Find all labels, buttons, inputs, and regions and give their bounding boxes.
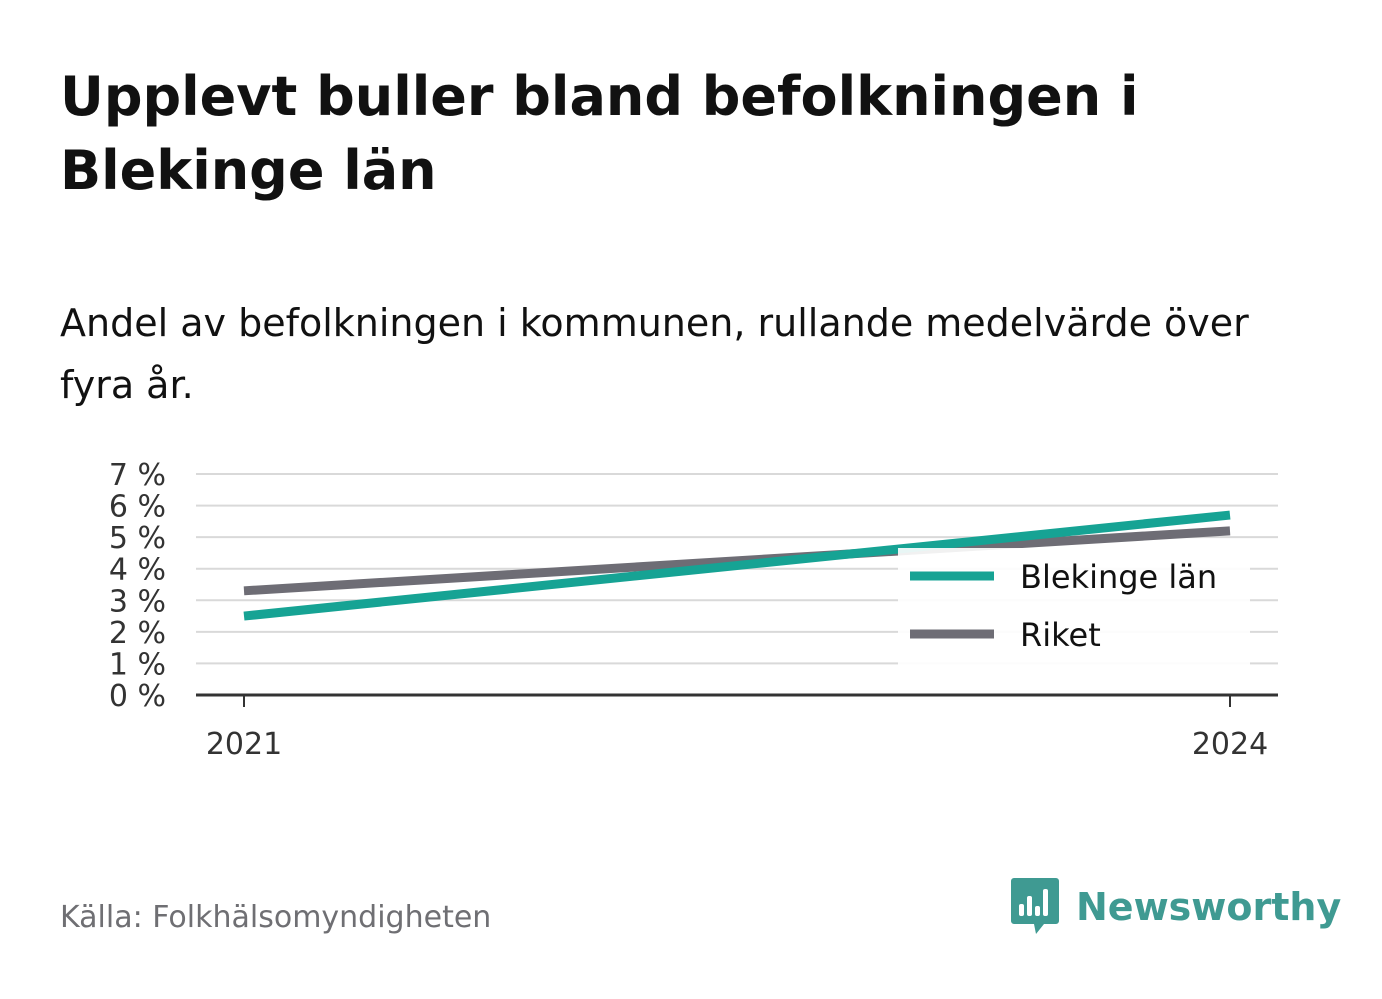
series-lines <box>243 510 1231 621</box>
source-note: Källa: Folkhälsomyndigheten <box>60 900 492 935</box>
y-axis: 0 %1 %2 %3 %4 %5 %6 %7 % <box>109 458 166 714</box>
y-tick-label: 7 % <box>109 458 166 493</box>
newsworthy-logo-icon <box>1011 878 1059 934</box>
legend: Blekinge län Riket <box>898 548 1250 674</box>
legend-label: Blekinge län <box>1020 558 1217 596</box>
x-tick-label: 2024 <box>1192 727 1268 762</box>
x-axis: 2021 2024 <box>196 693 1278 762</box>
legend-background <box>898 548 1250 674</box>
y-tick-label: 5 % <box>109 521 166 556</box>
y-tick-label: 4 % <box>109 553 166 588</box>
y-tick-label: 1 % <box>109 647 166 682</box>
series-line-riket <box>243 526 1231 596</box>
line-chart: 0 %1 %2 %3 %4 %5 %6 %7 % 2021 2024 Blekin… <box>109 458 1278 762</box>
x-tick-label: 2021 <box>206 727 282 762</box>
series-line-blekinge-lan <box>243 510 1231 621</box>
chart-title: Upplevt buller bland befolkningen i Blek… <box>60 65 1139 202</box>
brand: Newsworthy <box>1010 876 1341 938</box>
chart-subtitle: Andel av befolkningen i kommunen, rullan… <box>60 301 1249 407</box>
y-tick-label: 0 % <box>109 679 166 714</box>
brand-name: Newsworthy <box>1076 885 1342 929</box>
y-tick-label: 2 % <box>109 616 166 651</box>
legend-label: Riket <box>1020 616 1101 654</box>
y-tick-label: 6 % <box>109 490 166 525</box>
y-tick-label: 3 % <box>109 584 166 619</box>
